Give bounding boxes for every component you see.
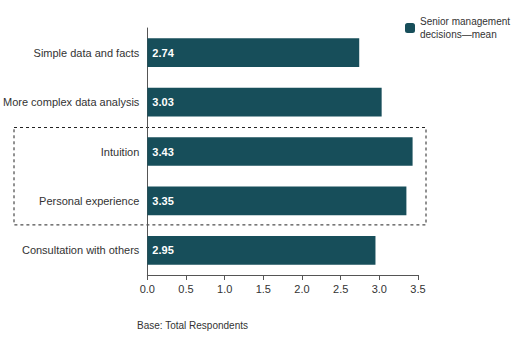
svg-text:3.35: 3.35 bbox=[152, 195, 173, 207]
svg-text:1.0: 1.0 bbox=[217, 283, 232, 295]
svg-text:decisions—mean: decisions—mean bbox=[420, 29, 497, 40]
svg-text:3.0: 3.0 bbox=[372, 283, 387, 295]
svg-text:Intuition: Intuition bbox=[101, 146, 140, 158]
svg-text:2.74: 2.74 bbox=[152, 47, 174, 59]
svg-text:1.5: 1.5 bbox=[256, 283, 271, 295]
svg-text:3.03: 3.03 bbox=[152, 96, 173, 108]
svg-text:2.0: 2.0 bbox=[294, 283, 309, 295]
svg-text:3.43: 3.43 bbox=[152, 146, 173, 158]
svg-text:Senior management: Senior management bbox=[420, 16, 513, 27]
svg-text:2.5: 2.5 bbox=[333, 283, 348, 295]
svg-text:Base: Total Respondents: Base: Total Respondents bbox=[137, 320, 248, 331]
svg-text:Simple data and facts: Simple data and facts bbox=[34, 47, 140, 59]
svg-text:Personal experience: Personal experience bbox=[39, 195, 139, 207]
svg-text:More complex data analysis: More complex data analysis bbox=[3, 96, 140, 108]
svg-text:2.95: 2.95 bbox=[152, 244, 173, 256]
svg-text:3.5: 3.5 bbox=[410, 283, 425, 295]
svg-text:0.5: 0.5 bbox=[178, 283, 193, 295]
svg-text:0.0: 0.0 bbox=[140, 283, 155, 295]
svg-text:Consultation with others: Consultation with others bbox=[22, 244, 140, 256]
